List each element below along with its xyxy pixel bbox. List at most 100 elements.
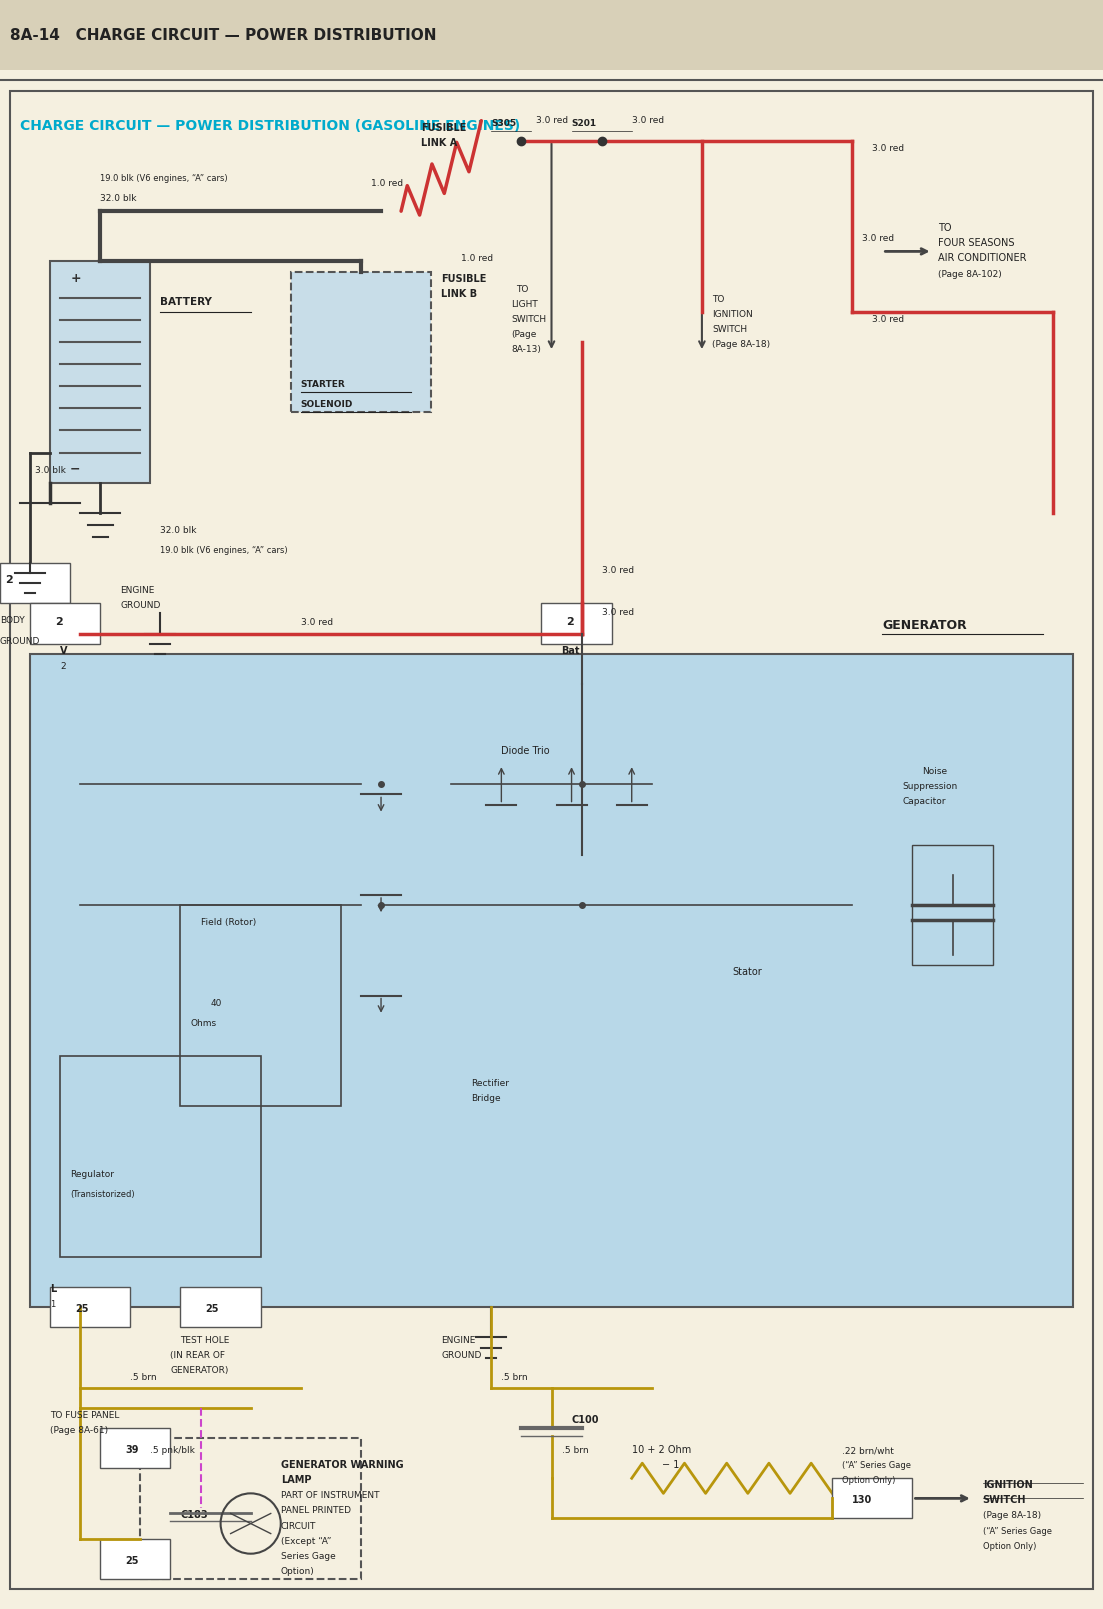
Text: Option): Option) [281,1567,314,1575]
Text: CIRCUIT: CIRCUIT [281,1522,317,1530]
Text: TO: TO [711,294,725,304]
Text: 2: 2 [6,576,13,586]
Text: (Page 8A-61): (Page 8A-61) [50,1426,108,1435]
Bar [61,1056,260,1257]
Text: 3.0 red: 3.0 red [632,116,664,124]
Text: (“A” Series Gage: (“A” Series Gage [983,1527,1051,1535]
Text: GROUND: GROUND [0,637,41,645]
Text: 3.0 red: 3.0 red [872,315,904,323]
Text: Noise: Noise [922,767,947,776]
Text: −: − [71,463,81,476]
Text: (“A” Series Gage: (“A” Series Gage [843,1461,911,1471]
Text: Stator: Stator [732,967,762,977]
Text: (IN REAR OF: (IN REAR OF [171,1350,225,1360]
Text: Series Gage: Series Gage [281,1551,335,1561]
Text: (Page 8A-102): (Page 8A-102) [938,270,1002,278]
Text: Capacitor: Capacitor [902,798,946,806]
Text: IGNITION: IGNITION [711,311,752,319]
Text: GENERATOR): GENERATOR) [171,1366,228,1374]
Text: (Transistorized): (Transistorized) [71,1189,135,1199]
Text: Option Only): Option Only) [983,1541,1036,1551]
Text: 1.0 red: 1.0 red [461,254,493,264]
Text: PANEL PRINTED: PANEL PRINTED [281,1506,351,1516]
Text: SWITCH: SWITCH [711,325,747,333]
Text: 2: 2 [567,618,575,628]
Bar [912,845,993,965]
Text: LIGHT: LIGHT [512,299,538,309]
Text: IGNITION: IGNITION [983,1480,1032,1490]
Text: PART OF INSTRUMENT: PART OF INSTRUMENT [281,1492,379,1500]
Text: Ohms: Ohms [191,1018,216,1028]
Bar [100,1538,171,1578]
Text: 3.0 red: 3.0 red [872,143,904,153]
Text: 3.0 red: 3.0 red [301,618,333,628]
Text: 3.0 red: 3.0 red [536,116,568,124]
Text: BATTERY: BATTERY [160,296,212,307]
Text: 2: 2 [55,618,63,628]
Text: Diode Trio: Diode Trio [502,747,550,756]
Text: (Page 8A-18): (Page 8A-18) [983,1511,1041,1521]
Bar [0,563,71,603]
Text: SOLENOID: SOLENOID [301,401,353,409]
Bar [542,603,612,644]
Text: GENERATOR: GENERATOR [882,618,967,631]
Text: 3.0 red: 3.0 red [601,608,634,618]
Text: +: + [71,272,81,285]
Text: 40: 40 [211,999,222,1007]
Text: 19.0 blk (V6 engines, “A” cars): 19.0 blk (V6 engines, “A” cars) [160,545,288,555]
Text: 32.0 blk: 32.0 blk [100,195,137,203]
Bar [30,603,100,644]
Text: S305: S305 [491,119,516,127]
Bar [140,1438,361,1578]
Text: Suppression: Suppression [902,782,957,792]
Text: 19.0 blk (V6 engines, “A” cars): 19.0 blk (V6 engines, “A” cars) [100,174,228,183]
Text: 3.0 blk: 3.0 blk [35,465,66,475]
Text: LAMP: LAMP [281,1475,311,1485]
Text: TO: TO [938,224,951,233]
Text: TEST HOLE: TEST HOLE [181,1335,229,1345]
Text: Bridge: Bridge [471,1094,501,1104]
Text: 1.0 red: 1.0 red [371,179,403,188]
Text: 25: 25 [205,1305,219,1315]
Bar [50,262,150,483]
Text: 130: 130 [853,1495,872,1506]
Bar [291,272,431,412]
Text: CHARGE CIRCUIT — POWER DISTRIBUTION (GASOLINE ENGINES): CHARGE CIRCUIT — POWER DISTRIBUTION (GAS… [20,119,521,132]
Text: 32.0 blk: 32.0 blk [160,526,197,534]
Text: FOUR SEASONS: FOUR SEASONS [938,238,1014,248]
Text: − 1: − 1 [662,1461,679,1471]
Text: Bat: Bat [561,645,580,655]
Text: (Page: (Page [512,330,537,339]
Bar [50,1287,130,1327]
Text: Rectifier: Rectifier [471,1080,510,1088]
Text: GROUND: GROUND [120,602,161,610]
Text: TO FUSE PANEL: TO FUSE PANEL [50,1411,119,1419]
Text: ENGINE: ENGINE [441,1335,475,1345]
Bar [0,0,1103,71]
Text: STARTER: STARTER [301,380,345,389]
Text: 39: 39 [126,1445,139,1455]
Text: 25: 25 [75,1305,88,1315]
Text: V: V [61,645,67,655]
Text: Field (Rotor): Field (Rotor) [201,919,256,927]
Text: L: L [50,1284,56,1294]
Text: .5 pnk/blk: .5 pnk/blk [150,1446,195,1455]
Text: C183: C183 [181,1511,208,1521]
Bar [833,1479,912,1519]
Text: C100: C100 [571,1414,599,1426]
Text: (Page 8A-18): (Page 8A-18) [711,339,770,349]
Bar [30,653,1073,1307]
Text: SWITCH: SWITCH [512,315,546,323]
Text: .5 brn: .5 brn [502,1372,528,1382]
Text: FUSIBLE: FUSIBLE [441,274,486,283]
Text: GENERATOR WARNING: GENERATOR WARNING [281,1461,404,1471]
Text: 3.0 red: 3.0 red [863,235,895,243]
Text: BODY: BODY [0,616,24,626]
Text: S201: S201 [571,119,597,127]
Text: GROUND: GROUND [441,1350,482,1360]
Text: 3.0 red: 3.0 red [601,566,634,574]
Text: 1: 1 [50,1300,55,1310]
Text: LINK A: LINK A [421,138,458,148]
Text: FUSIBLE: FUSIBLE [421,122,467,132]
Text: 8A-13): 8A-13) [512,344,542,354]
